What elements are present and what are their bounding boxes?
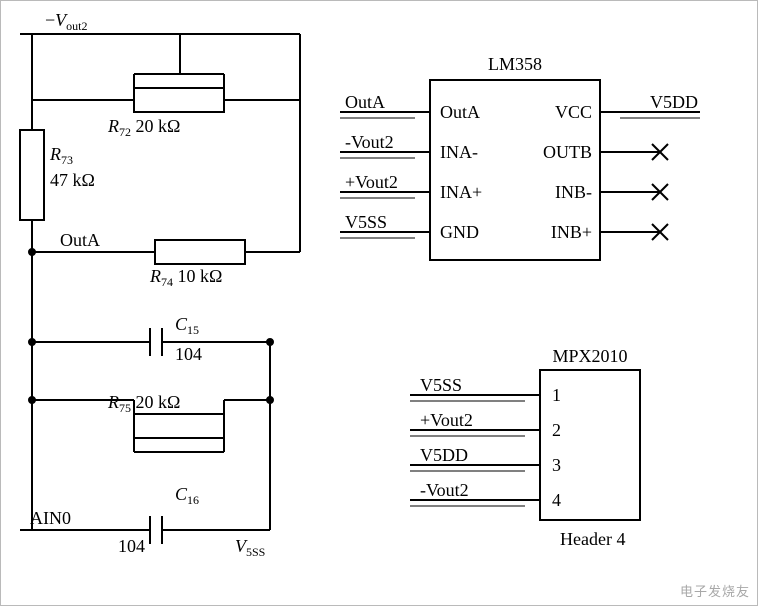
watermark: 电子发烧友 <box>680 581 750 600</box>
r74-label: R74 10 kΩ <box>149 266 222 289</box>
mpx-caption: Header 4 <box>560 529 625 549</box>
lm358-pin-ina-p: INA+ <box>440 182 482 202</box>
mpx-pin1: 1 <box>552 385 561 405</box>
lm358-title: LM358 <box>488 54 542 74</box>
lm358-pin-outa: OutA <box>440 102 480 122</box>
mpx-net1: V5SS <box>420 375 462 395</box>
lm358-pin-vcc: VCC <box>555 102 592 122</box>
node <box>267 397 273 403</box>
c15-value: 104 <box>175 344 202 364</box>
mpx-net4: -Vout2 <box>420 480 469 500</box>
mpx-pin4: 4 <box>552 490 561 510</box>
node <box>267 339 273 345</box>
mpx-title: MPX2010 <box>552 346 627 366</box>
lm358-net-ina-p: +Vout2 <box>345 172 398 192</box>
node <box>29 339 35 345</box>
lm358-pin-outb: OUTB <box>543 142 592 162</box>
lm358-pin-inb-m: INB- <box>555 182 592 202</box>
r73-value: 47 kΩ <box>50 170 95 190</box>
outa-label: OutA <box>60 230 100 250</box>
ain0-label: AIN0 <box>30 508 71 528</box>
r75-label: R75 20 kΩ <box>107 392 180 415</box>
lm358-pin-ina-m: INA- <box>440 142 478 162</box>
mpx-net2: +Vout2 <box>420 410 473 430</box>
node <box>29 397 35 403</box>
mpx-pin2: 2 <box>552 420 561 440</box>
lm358-net-outa: OutA <box>345 92 385 112</box>
lm358-pin-inb-p: INB+ <box>551 222 592 242</box>
lm358-net-gnd: V5SS <box>345 212 387 232</box>
c16-value: 104 <box>118 536 145 556</box>
lm358-pin-gnd: GND <box>440 222 479 242</box>
mpx-pin3: 3 <box>552 455 561 475</box>
lm358-net-ina-m: -Vout2 <box>345 132 394 152</box>
r72-label: R72 20 kΩ <box>107 116 180 139</box>
lm358-net-v5dd: V5DD <box>650 92 698 112</box>
mpx-net3: V5DD <box>420 445 468 465</box>
node <box>29 249 35 255</box>
